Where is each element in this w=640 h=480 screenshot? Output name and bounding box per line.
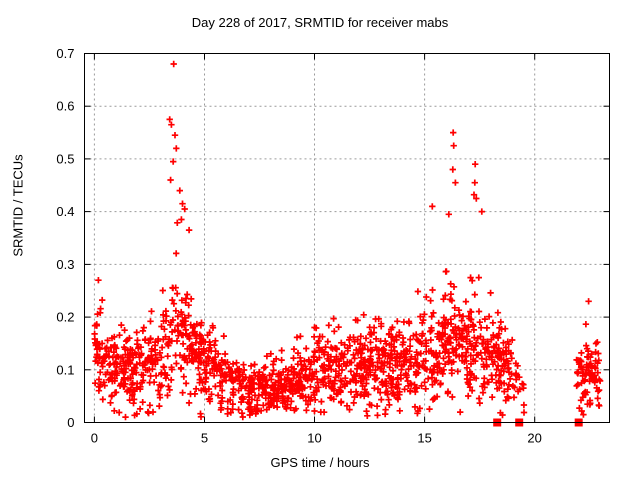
svg-text:0: 0 (91, 431, 98, 446)
svg-text:0.1: 0.1 (56, 362, 74, 377)
svg-text:20: 20 (527, 431, 541, 446)
svg-text:5: 5 (201, 431, 208, 446)
svg-text:0.4: 0.4 (56, 204, 74, 219)
tick-labels: 0 0.1 0.2 0.3 0.4 0.5 0.6 0.7 0 5 10 15 20 (56, 46, 541, 446)
svg-text:0.7: 0.7 (56, 46, 74, 61)
gridlines (84, 53, 610, 423)
plot-frame (84, 53, 610, 423)
svg-text:0.6: 0.6 (56, 99, 74, 114)
svg-text:0: 0 (67, 415, 74, 430)
x-axis-label: GPS time / hours (270, 455, 370, 470)
svg-text:0.5: 0.5 (56, 151, 74, 166)
page-title: Day 228 of 2017, SRMTID for receiver mab… (191, 15, 449, 30)
svg-text:10: 10 (307, 431, 321, 446)
svg-text:0.2: 0.2 (56, 310, 74, 325)
svg-text:15: 15 (417, 431, 431, 446)
data-points (91, 60, 604, 421)
svg-text:0.3: 0.3 (56, 257, 74, 272)
